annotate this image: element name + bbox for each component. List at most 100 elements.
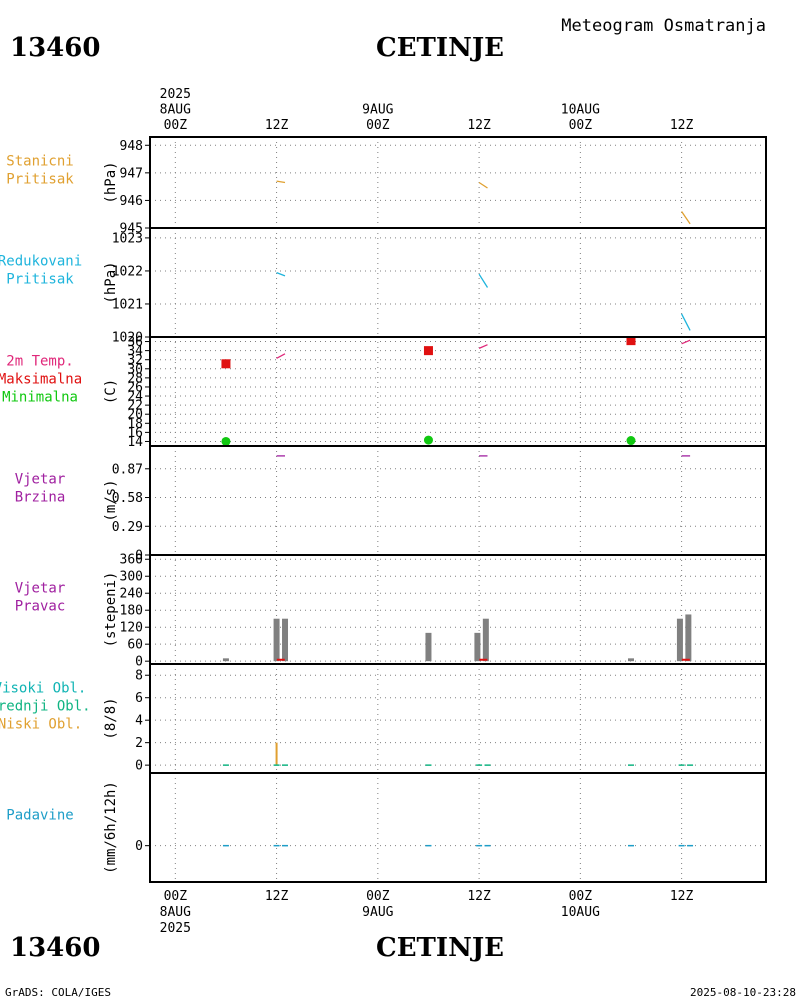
panel-clouds: 0 2 4 6 8 Visoki Obl. Srednji Obl. Niski Obl. (8… [0, 663, 767, 774]
y-tick-label: 8 [135, 669, 143, 684]
panel-wind-speed: 0 0.29 0.58 0.87 Vjetar Brzina (m/s) [15, 445, 767, 564]
series-segment [478, 273, 489, 288]
y-tick-label: 26 [127, 380, 143, 395]
t-min-marker [423, 435, 433, 445]
panel-label: Redukovani [0, 254, 82, 270]
panel-label: Vjetar [15, 581, 66, 597]
panel-label: Vjetar [15, 472, 66, 488]
time-tick-label: 2025 [160, 87, 191, 102]
y-tick-label: 14 [127, 435, 143, 450]
panel-label: 2m Temp. [6, 354, 73, 370]
time-tick-label: 12Z [467, 118, 491, 133]
y-tick-label: 22 [127, 399, 143, 414]
panel-station-pressure: 945 946 947 948 Stanicni Pritisak (hPa) [6, 136, 767, 237]
panel-frame [149, 445, 767, 556]
y-tick-label: 24 [127, 390, 143, 405]
time-tick-label: 00Z [366, 118, 390, 133]
time-tick-label: 12Z [265, 118, 289, 133]
y-tick-label: 36 [127, 335, 143, 350]
y-axis-units: (mm/6h/12h) [103, 781, 119, 874]
y-tick-label: 120 [120, 621, 143, 636]
panel-label: Padavine [6, 808, 73, 824]
y-tick-label: 948 [120, 139, 143, 154]
time-tick-label: 10AUG [561, 103, 600, 118]
y-axis-units: (m/s) [103, 479, 119, 521]
y-tick-label: 4 [135, 714, 143, 729]
bar [627, 658, 634, 662]
y-tick-label: 2 [135, 736, 143, 751]
y-tick-label: 18 [127, 417, 143, 432]
y-tick-label: 60 [127, 638, 143, 653]
y-tick-label: 1023 [112, 231, 143, 246]
time-tick-label: 12Z [670, 889, 694, 904]
panel-wind-direction: 0 60 120 180 240 300 360 Vjetar Pravac (stepeni) [15, 553, 767, 670]
y-tick-label: 20 [127, 408, 143, 423]
station-id-top: 13460 [10, 33, 100, 63]
bar [685, 614, 692, 662]
panel-label: Brzina [15, 490, 66, 506]
station-name-top: CETINJE [376, 33, 504, 63]
credit: GrADS: COLA/IGES [5, 986, 111, 999]
time-tick-label: 8AUG [160, 103, 191, 118]
series-segment [478, 181, 488, 189]
bar [482, 618, 489, 662]
series-segment [681, 211, 691, 225]
t-min-marker [626, 436, 636, 446]
t-max-marker [423, 346, 433, 356]
series-segment [276, 271, 286, 277]
time-tick-label: 00Z [569, 889, 593, 904]
y-tick-label: 0 [135, 839, 143, 854]
panel-frame [149, 227, 767, 338]
y-tick-label: 1021 [112, 297, 143, 312]
panel-frame [149, 663, 767, 774]
panel-label: Stanicni [6, 154, 73, 170]
y-tick-label: 1020 [112, 331, 143, 346]
time-tick-label: 12Z [467, 889, 491, 904]
y-axis-units: (8/8) [103, 697, 119, 739]
product-title: Meteogram Osmatranja [561, 16, 766, 36]
timestamp: 2025-08-10-23:28 [690, 986, 796, 999]
bar [222, 658, 229, 662]
time-tick-label: 9AUG [362, 905, 393, 920]
y-tick-label: 32 [127, 353, 143, 368]
panel-label: Minimalna [2, 390, 78, 406]
y-tick-label: 946 [120, 194, 143, 209]
y-tick-label: 6 [135, 691, 143, 706]
panel-label: Pritisak [6, 272, 74, 288]
panel-label: Srednji Obl. [0, 699, 91, 715]
time-tick-label: 00Z [164, 889, 188, 904]
y-tick-label: 0 [135, 655, 143, 670]
y-tick-label: 0.58 [112, 491, 143, 506]
panel-precipitation: 0 Padavine (mm/6h/12h) [6, 772, 767, 883]
station-id-bottom: 13460 [10, 933, 100, 963]
series-segment [681, 339, 691, 345]
y-tick-label: 360 [120, 553, 143, 568]
panel-frame [149, 336, 767, 447]
time-tick-label: 12Z [265, 889, 289, 904]
series-segment [681, 313, 691, 331]
time-tick-label: 8AUG [160, 905, 191, 920]
y-tick-label: 0 [135, 549, 143, 564]
y-tick-label: 180 [120, 604, 143, 619]
bar [425, 632, 432, 662]
t-max-marker [221, 359, 231, 369]
time-tick-label: 2025 [160, 921, 191, 936]
series-segment [276, 180, 286, 184]
y-axis-units: (C) [103, 379, 119, 404]
time-tick-label: 12Z [670, 118, 694, 133]
y-tick-label: 0 [135, 759, 143, 774]
bar [676, 618, 683, 662]
y-tick-label: 300 [120, 570, 143, 585]
time-tick-label: 00Z [164, 118, 188, 133]
panel-frame [149, 554, 767, 665]
time-tick-label: 9AUG [362, 103, 393, 118]
panel-label: Maksimalna [0, 372, 82, 388]
y-tick-label: 30 [127, 362, 143, 377]
y-tick-label: 28 [127, 371, 143, 386]
bar [275, 742, 278, 766]
panel-frame [149, 136, 767, 229]
